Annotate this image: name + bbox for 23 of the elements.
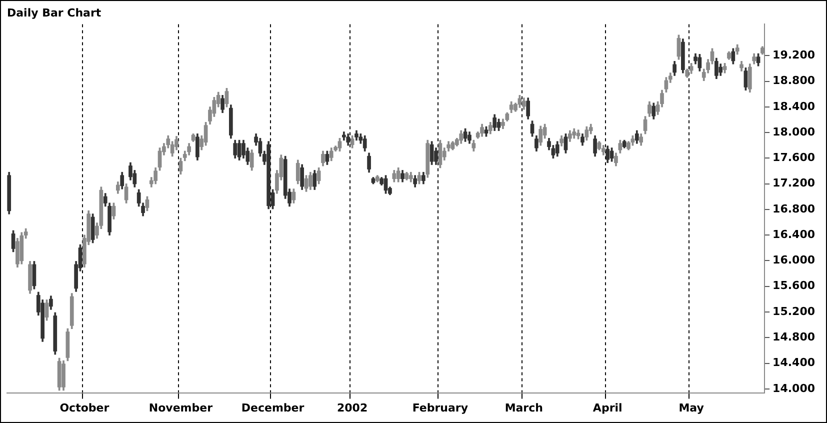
y-tick-label: 19.200: [772, 48, 816, 62]
x-tick-label: December: [241, 401, 305, 414]
x-tick-label: November: [148, 401, 214, 414]
y-tick-label: 18.400: [772, 100, 816, 113]
y-tick-label: 16.800: [772, 202, 816, 216]
y-tick-label: 14.800: [772, 330, 816, 344]
y-tick-label: 17.200: [772, 176, 816, 190]
x-tick-label: October: [60, 401, 110, 414]
x-tick-label: April: [592, 401, 622, 414]
y-tick-label: 14.000: [772, 382, 816, 395]
y-tick-label: 14.400: [772, 356, 816, 370]
y-tick-label: 17.600: [772, 151, 816, 164]
y-tick-label: 15.600: [772, 279, 816, 292]
y-tick-label: 16.400: [772, 228, 816, 241]
chart-title: Daily Bar Chart: [7, 6, 102, 20]
y-tick-label: 16.000: [772, 254, 816, 267]
y-tick-label: 18.800: [772, 74, 816, 88]
x-tick-label: May: [678, 401, 704, 414]
x-tick-label: March: [504, 401, 543, 414]
y-tick-label: 15.200: [772, 304, 816, 318]
y-tick-label: 18.000: [772, 125, 816, 138]
x-tick-label: February: [412, 401, 468, 414]
x-tick-label: 2002: [336, 401, 368, 414]
